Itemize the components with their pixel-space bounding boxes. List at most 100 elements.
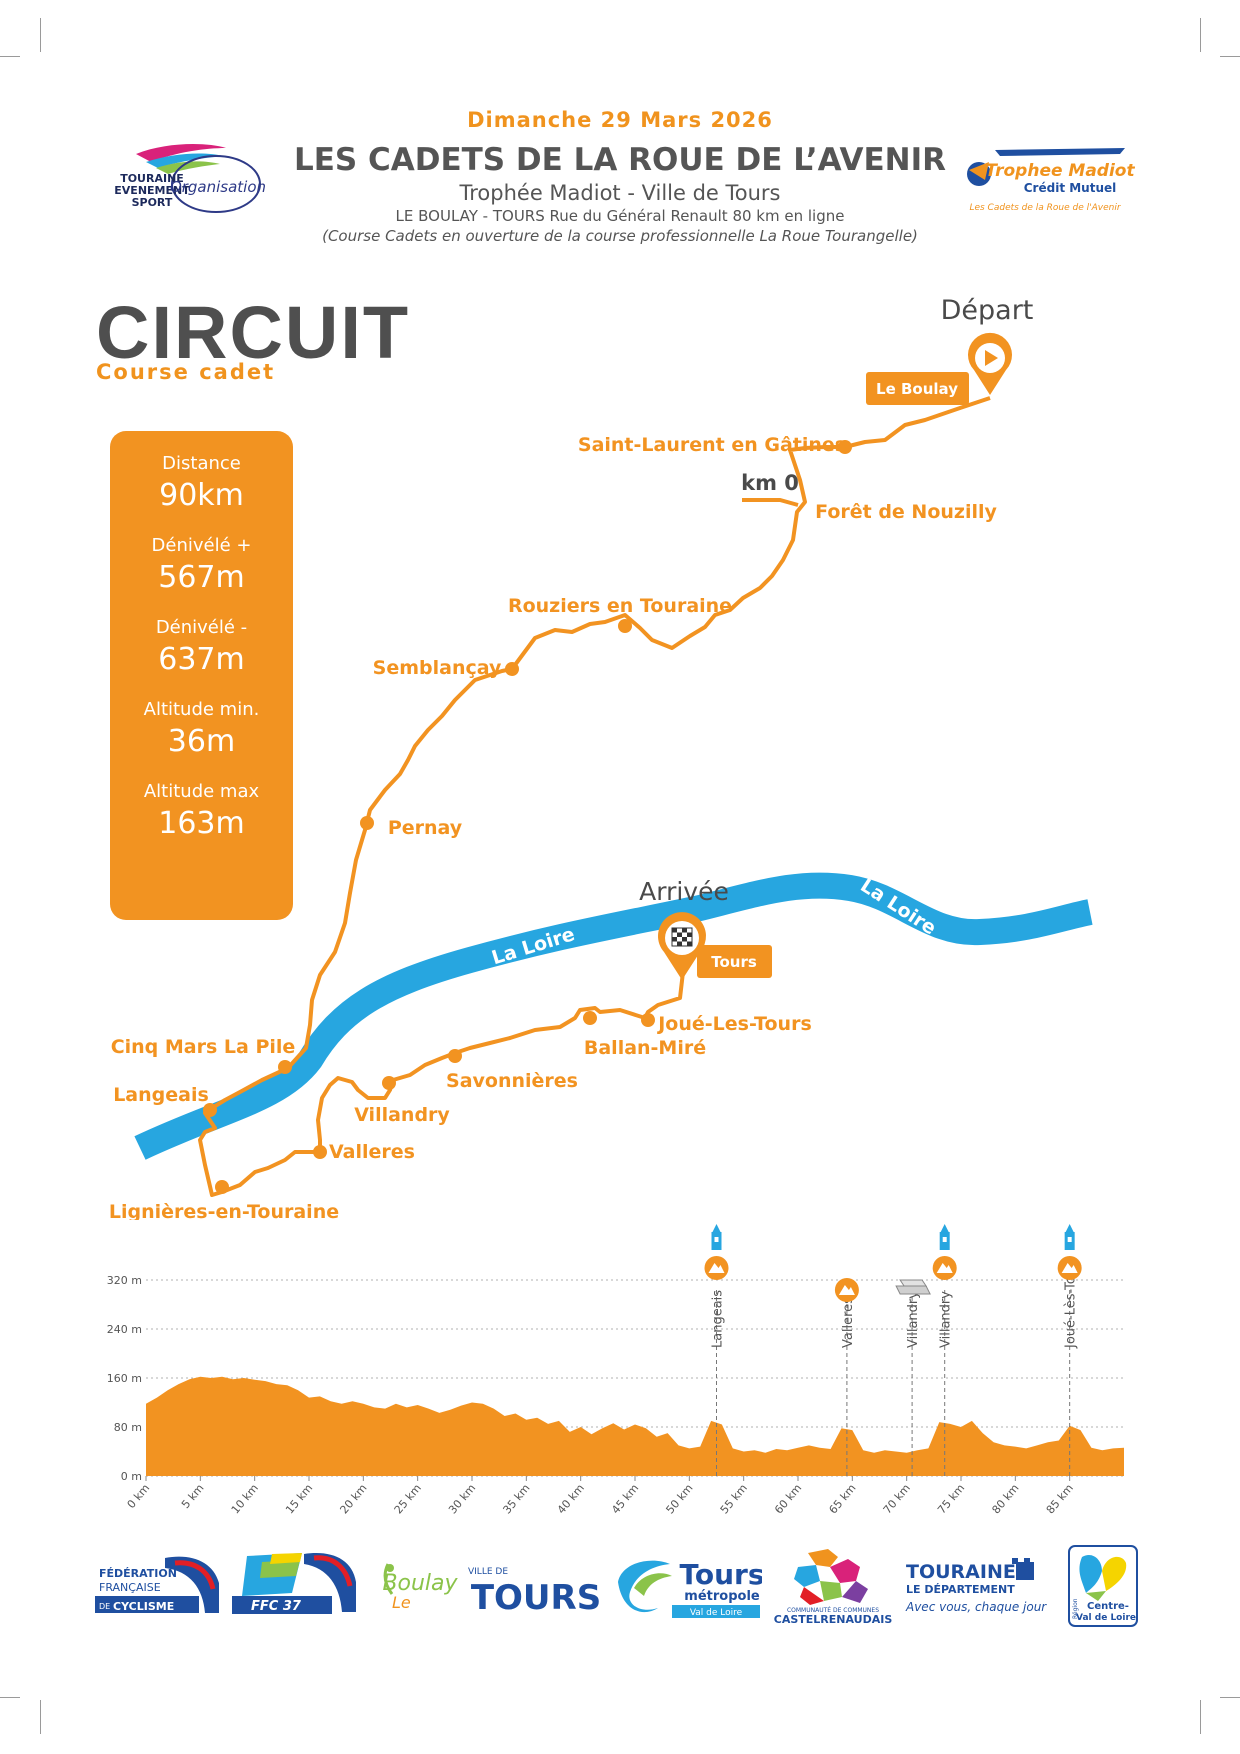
x-tick-label: 20 km [337,1482,369,1517]
route-line: LE BOULAY - TOURS Rue du Général Renault… [395,207,845,225]
x-tick-label: 5 km [179,1482,207,1511]
ffc37-logo: FFC 37 [232,1548,362,1618]
x-tick-label: 10 km [229,1482,261,1517]
waypoint-dot [203,1103,217,1117]
boulay-prefix: Le [392,1593,411,1612]
elevation-area [146,1376,1124,1476]
circuit-title: CIRCUIT [96,291,411,374]
dept-big: TOURAINE [906,1561,1016,1583]
arrivee-label: Arrivée [639,877,729,906]
hill-icon [834,1278,859,1302]
madiot-name: Trophee Madiot [985,161,1135,181]
start-tag [866,372,969,405]
ville-de-tours-logo: VILLE DE TOURS [466,1560,606,1618]
tower-icon [711,1224,722,1250]
stat-label: Dénivélé + [151,535,252,556]
y-tick-label: 0 m [121,1470,142,1483]
waypoint-dot [360,816,374,830]
tes-line3: SPORT [132,196,173,209]
ville-small: VILLE DE [468,1567,508,1577]
stat-value: 36m [167,724,236,759]
place-rouziers: Rouziers en Touraine [508,595,732,617]
tower-icon [939,1224,950,1250]
x-tick-label: 65 km [826,1482,858,1517]
tes-script: Organisation [170,178,266,196]
event-date: Dimanche 29 Mars 2026 [467,108,773,132]
dept-script: Avec vous, chaque jour ! [905,1600,1049,1614]
crop-mark [1220,56,1240,57]
x-tick-label: 55 km [718,1482,750,1517]
route-map: La Loire La Loire Départ Le Boulay Arriv… [109,295,1093,1220]
madiot-sponsor: Crédit Mutuel [1024,181,1117,195]
stats-panel: Distance 90km Dénivélé + 567m Dénivélé -… [110,431,293,920]
event-subtitle: Trophée Madiot - Ville de Tours [459,181,781,205]
finish-tag-label: Tours [711,953,757,971]
x-tick-label: 25 km [392,1482,424,1517]
ffc-prefix: DE [99,1602,110,1611]
hill-icon [932,1256,957,1280]
castel-big: CASTELRENAUDAIS [774,1613,893,1625]
region-line1: Centre- [1087,1601,1129,1612]
madiot-tagline: Les Cadets de la Roue de l'Avenir [969,203,1121,213]
x-tick-label: 40 km [555,1482,587,1517]
stat-elevation-gain: Dénivélé + 567m [110,535,293,595]
ffc-line1: FÉDÉRATION [99,1567,177,1580]
route-line [198,396,991,1197]
place-foret-de-nouzilly: Forêt de Nouzilly [815,501,997,523]
finish-tag [697,945,772,978]
stat-elevation-loss: Dénivélé - 637m [110,617,293,677]
crop-mark [1200,18,1201,52]
x-tick-label: 60 km [772,1482,804,1517]
place-joue-les-tours: Joué-Les-Tours [656,1013,812,1035]
ffc-logo: FÉDÉRATION FRANÇAISE DE CYCLISME [95,1553,225,1618]
place-langeais: Langeais [113,1084,209,1106]
castelrenaudais-logo: COMMUNAUTÉ DE COMMUNES CASTELRENAUDAIS [768,1545,898,1626]
stat-label: Altitude max [143,781,260,802]
place-saint-laurent: Saint-Laurent en Gâtines [578,434,846,456]
waypoint-dot [641,1013,655,1027]
marker-label: Villandry [906,1291,921,1348]
marker-label: Villandry [939,1291,954,1348]
stat-value: 163m [158,806,245,841]
boulay-text: Boulay [382,1571,458,1596]
stat-distance: Distance 90km [110,453,293,513]
cobbles-icon [895,1279,931,1295]
metropole-big: Tours [679,1558,762,1591]
finish-pin-icon [657,912,706,980]
stat-altitude-max: Altitude max 163m [110,781,293,841]
stat-value: 90km [159,478,244,513]
place-savonnieres: Savonnières [446,1070,578,1092]
ffc-line3: CYCLISME [113,1600,174,1613]
ville-big: TOURS [471,1578,601,1615]
x-tick-label: 15 km [283,1482,315,1517]
stat-value: 567m [158,560,245,595]
waypoint-dot [278,1060,292,1074]
trophee-madiot-logo: Trophee Madiot Crédit Mutuel Les Cadets … [955,140,1135,220]
x-tick-label: 70 km [881,1482,913,1517]
waypoint-dot [618,619,632,633]
touraine-evenement-sport-logo: TOURAINE EVENEMENT SPORT Organisation [96,140,286,215]
waypoint-dot [313,1145,327,1159]
place-lignieres: Lignières-en-Touraine [109,1201,339,1220]
x-tick-label: 45 km [609,1482,641,1517]
stat-label: Distance [162,453,241,474]
tes-line2: EVENEMENT [114,184,190,197]
x-tick-label: 35 km [500,1482,532,1517]
km0-spur [742,498,799,507]
le-boulay-logo: Boulay Le [378,1560,459,1615]
place-valleres: Valleres [329,1141,415,1163]
x-tick-label: 0 km [125,1482,153,1511]
metropole-mid: métropole [684,1589,760,1604]
waypoint-dot [448,1049,462,1063]
dept-mid: LE DÉPARTEMENT [906,1583,1015,1596]
start-tag-label: Le Boulay [876,380,958,398]
crop-mark [40,1700,41,1734]
y-tick-label: 240 m [107,1323,142,1336]
waypoint-dot [382,1076,396,1090]
stat-label: Dénivélé - [155,617,248,638]
hill-icon [1057,1256,1082,1280]
crop-mark [0,1697,20,1698]
km0-label: km 0 [741,471,799,495]
place-ballan-mire: Ballan-Miré [584,1037,706,1059]
region-centre-logo: Centre- Val de Loire Région [1068,1545,1138,1627]
